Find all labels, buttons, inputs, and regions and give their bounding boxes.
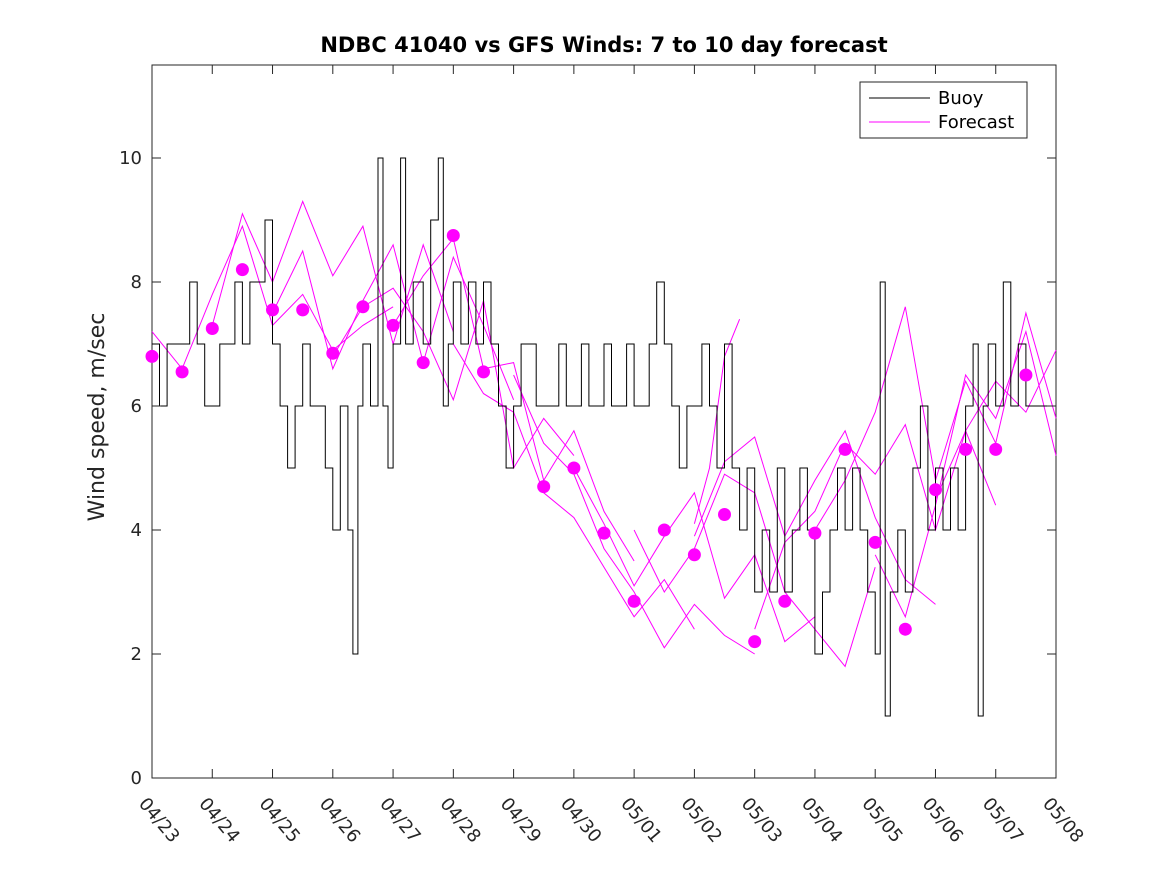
forecast-point-25 <box>898 622 912 636</box>
forecast-point-26 <box>929 483 942 497</box>
y-tick-label: 2 <box>131 644 142 665</box>
forecast-point-29 <box>1019 368 1033 382</box>
forecast-line-3 <box>272 243 515 400</box>
legend-label-forecast: Forecast <box>938 112 1014 133</box>
forecast-point-28 <box>989 442 1003 456</box>
forecast-point-22 <box>808 526 822 540</box>
forecast-line-6 <box>452 343 695 630</box>
forecast-line-4 <box>332 287 575 470</box>
forecast-point-17 <box>657 523 671 537</box>
forecast-point-18 <box>687 548 701 562</box>
forecast-point-23 <box>838 442 852 456</box>
forecast-point-16 <box>627 594 641 608</box>
forecast-point-6 <box>296 303 310 317</box>
forecast-point-10 <box>416 356 430 370</box>
forecast-line-13 <box>874 329 1057 619</box>
legend-label-buoy: Buoy <box>938 88 984 109</box>
y-tick-label: 10 <box>119 148 142 169</box>
forecast-line-11 <box>754 423 997 630</box>
forecast-point-20 <box>748 635 762 649</box>
forecast-line-10 <box>693 429 936 605</box>
forecast-point-19 <box>718 508 731 521</box>
forecast-point-21 <box>778 594 792 608</box>
forecast-point-4 <box>235 263 249 277</box>
forecast-line-8 <box>573 467 816 643</box>
y-axis-label: Wind speed, m/sec <box>85 313 110 522</box>
y-tick-label: 8 <box>131 272 142 293</box>
series-layer <box>145 157 1057 717</box>
forecast-point-13 <box>537 480 551 494</box>
forecast-point-27 <box>959 442 973 456</box>
forecast-point-11 <box>446 229 460 242</box>
forecast-point-5 <box>266 303 279 317</box>
forecast-point-1 <box>145 349 159 363</box>
forecast-point-7 <box>326 346 340 360</box>
legend: Buoy Forecast <box>859 81 1028 139</box>
forecast-point-24 <box>868 535 882 549</box>
plot-area <box>151 64 1057 779</box>
forecast-line-5 <box>392 237 635 562</box>
y-tick-label: 6 <box>131 396 142 417</box>
forecast-point-3 <box>205 322 219 335</box>
y-tick-label: 0 <box>131 768 142 789</box>
forecast-point-12 <box>477 365 490 379</box>
legend-box <box>859 81 1028 139</box>
buoy-line <box>152 157 1056 717</box>
forecast-point-14 <box>567 461 581 475</box>
forecast-line-7 <box>513 374 755 655</box>
y-tick-label: 4 <box>131 520 142 541</box>
forecast-point-15 <box>597 526 611 540</box>
forecast-point-2 <box>175 365 189 379</box>
chart-title: NDBC 41040 vs GFS Winds: 7 to 10 day for… <box>320 33 887 57</box>
forecast-point-8 <box>356 300 370 314</box>
forecast-point-9 <box>386 318 400 332</box>
forecast-line-2 <box>211 200 454 346</box>
